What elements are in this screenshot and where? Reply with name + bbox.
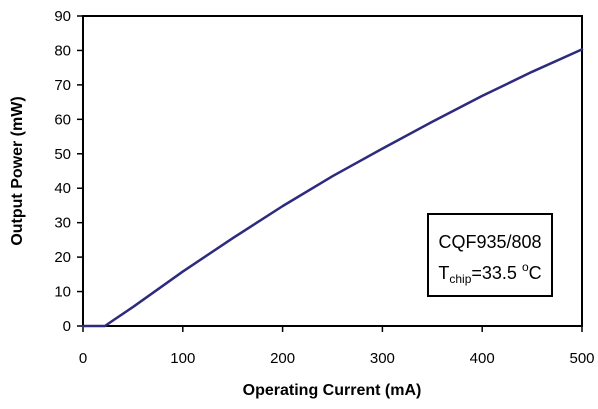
legend-temp-unit: C — [529, 263, 542, 283]
x-axis-ticks: 0 100 200 300 400 500 — [79, 326, 595, 367]
y-tick-label: 70 — [54, 77, 71, 94]
y-tick-label: 90 — [54, 8, 71, 25]
y-tick-label: 40 — [54, 180, 71, 197]
y-tick-label: 80 — [54, 42, 71, 59]
series-layer — [81, 48, 584, 328]
y-tick-label: 60 — [54, 111, 71, 128]
legend-temperature-label: Tchip=33.5 oC — [438, 260, 541, 286]
x-tick-label: 300 — [370, 350, 395, 367]
x-tick-label: 500 — [569, 350, 594, 367]
series-line — [81, 48, 584, 328]
y-tick-label: 50 — [54, 146, 71, 163]
y-tick-label: 30 — [54, 215, 71, 232]
x-tick-label: 0 — [79, 350, 87, 367]
y-axis-ticks: 0 10 20 30 40 50 60 70 80 90 — [54, 8, 83, 335]
plot-area — [82, 15, 583, 327]
y-axis-title: Output Power (mW) — [9, 96, 26, 245]
y-tick-label: 10 — [54, 284, 71, 301]
x-tick-label: 100 — [170, 350, 195, 367]
x-axis-title: Operating Current (mA) — [243, 382, 422, 399]
y-tick-label: 0 — [63, 318, 71, 335]
legend-device-label: CQF935/808 — [438, 232, 541, 252]
legend-temp-symbol: T — [438, 263, 449, 283]
y-tick-label: 20 — [54, 249, 71, 266]
legend-temp-subscript: chip — [449, 272, 471, 286]
plot-frame — [82, 15, 583, 327]
x-tick-label: 200 — [270, 350, 295, 367]
legend-degree-symbol: o — [522, 260, 529, 274]
legend-temp-value: =33.5 — [471, 263, 522, 283]
legend-frame — [427, 213, 553, 297]
legend-box: CQF935/808 Tchip=33.5 oC — [427, 213, 553, 297]
x-tick-label: 400 — [470, 350, 495, 367]
